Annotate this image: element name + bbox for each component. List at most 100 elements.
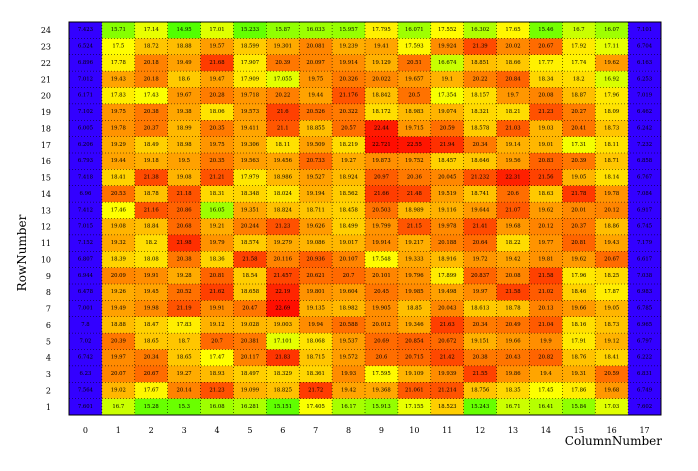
cell-value-label: 19.31	[571, 371, 586, 377]
heatmap-cell	[332, 54, 366, 72]
cell-value-label: 17.92	[571, 44, 586, 50]
heatmap-cell	[529, 38, 563, 56]
heatmap-cell	[595, 169, 629, 187]
heatmap-cell	[628, 316, 662, 334]
cell-value-label: 16.71	[505, 404, 520, 410]
heatmap-cell	[562, 54, 596, 72]
heatmap-cell	[463, 234, 497, 252]
cell-value-label: 18.157	[471, 93, 490, 99]
heatmap-cell	[69, 120, 103, 137]
heatmap-cell	[397, 267, 432, 285]
cell-value-label: 20.22	[473, 76, 488, 82]
heatmap-cell	[529, 349, 563, 367]
cell-value-label: 18.599	[241, 44, 260, 50]
heatmap-cell	[430, 169, 464, 187]
cell-value-label: 18.84	[144, 224, 160, 230]
cell-value-label: 19.14	[505, 142, 521, 148]
cell-value-label: 19.44	[111, 158, 127, 164]
heatmap-cell	[200, 22, 234, 39]
cell-value-label: 18.86	[604, 224, 620, 230]
heatmap-cell	[562, 333, 596, 350]
heatmap-cell	[266, 22, 300, 39]
plot-frame	[68, 21, 662, 416]
cell-value-label: 6.171	[78, 93, 93, 99]
cell-value-label: 19.368	[372, 387, 391, 393]
heatmap-cell	[365, 316, 399, 334]
cell-value-label: 19.03	[538, 125, 553, 131]
heatmap-cell	[397, 349, 432, 367]
cell-value-label: 19.924	[438, 44, 457, 50]
y-tick-label: 5	[46, 337, 51, 346]
heatmap-cell	[365, 284, 399, 301]
heatmap-cell	[595, 316, 629, 334]
cell-value-label: 21.58	[538, 273, 554, 279]
x-tick-label: 9	[379, 426, 384, 435]
heatmap-cell	[332, 365, 366, 383]
cell-value-label: 18.348	[241, 191, 260, 197]
cell-value-label: 20.67	[604, 256, 619, 262]
x-tick-label: 13	[508, 426, 518, 435]
cell-value-label: 19.81	[538, 256, 553, 262]
heatmap-cell	[529, 365, 563, 383]
heatmap-cell	[496, 202, 530, 219]
cell-value-label: 18.09	[604, 109, 620, 115]
heatmap-cell	[200, 185, 234, 203]
cell-value-label: 6.745	[637, 224, 652, 230]
heatmap-cell	[134, 54, 168, 72]
cell-value-label: 18.924	[339, 175, 358, 181]
cell-value-label: 6.749	[637, 387, 653, 393]
cell-value-label: 19.78	[604, 191, 620, 197]
heatmap-cell	[167, 54, 201, 72]
heatmap-cell	[167, 87, 201, 105]
cell-value-label: 6.23	[80, 371, 92, 377]
heatmap-cell	[167, 120, 201, 137]
cell-value-label: 20.67	[144, 371, 159, 377]
heatmap-cell	[496, 218, 530, 236]
cell-value-label: 20.18	[144, 60, 160, 66]
cell-value-label: 6.858	[637, 158, 653, 164]
heatmap-cell	[595, 153, 629, 170]
cell-value-label: 20.715	[405, 355, 424, 361]
heatmap-cell	[365, 169, 399, 187]
y-tick-label: 1	[46, 403, 51, 412]
heatmap-cell	[496, 234, 530, 252]
heatmap-cell	[299, 267, 333, 285]
heatmap-cell	[299, 153, 333, 170]
cell-value-label: 19.509	[306, 142, 325, 148]
heatmap-cell	[628, 185, 662, 203]
heatmap-cell	[69, 382, 103, 399]
heatmap-cell	[397, 185, 432, 203]
heatmap-cell	[69, 284, 103, 301]
heatmap-cell	[233, 365, 267, 383]
cell-value-label: 6.944	[78, 273, 94, 279]
cell-value-label: 18.99	[177, 125, 193, 131]
y-tick-label: 19	[41, 108, 51, 117]
y-axis-title: RowNumber	[15, 214, 29, 291]
heatmap-cell	[167, 398, 201, 416]
heatmap-cell	[101, 185, 136, 203]
heatmap-cell	[496, 333, 530, 350]
heatmap-cell	[562, 38, 596, 56]
cell-value-label: 21.15	[407, 224, 422, 230]
heatmap-cell	[266, 349, 300, 367]
cell-value-label: 21.21	[209, 175, 224, 181]
heatmap-cell	[69, 218, 103, 236]
heatmap-cell	[101, 136, 136, 154]
heatmap-cell	[365, 120, 399, 137]
heatmap-cell	[529, 71, 563, 88]
cell-value-label: 18.71	[604, 158, 619, 164]
heatmap-cell	[595, 22, 629, 39]
cell-value-label: 15.957	[339, 27, 358, 33]
cell-value-label: 17.87	[604, 289, 619, 295]
cell-value-label: 6.524	[78, 44, 94, 50]
cell-value-label: 18.08	[144, 256, 160, 262]
cell-value-label: 19.5	[178, 158, 190, 164]
cell-value-label: 19.563	[241, 158, 260, 164]
heatmap-cell	[463, 120, 497, 137]
heatmap-cell	[496, 316, 530, 334]
cell-value-label: 20.59	[604, 371, 620, 377]
heatmap-cell	[167, 38, 201, 56]
cell-value-label: 19.333	[405, 256, 424, 262]
cell-value-label: 19.72	[473, 256, 488, 262]
